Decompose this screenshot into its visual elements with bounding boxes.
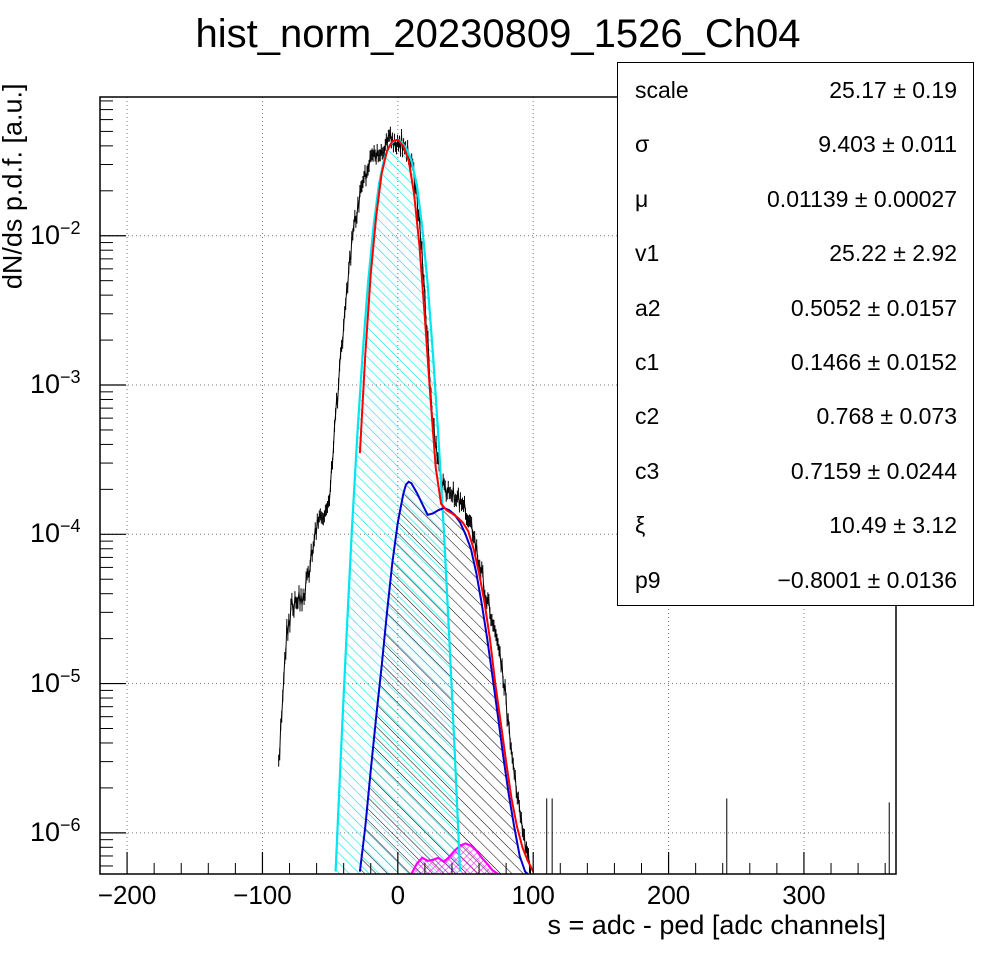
stat-name: c2 — [635, 403, 660, 430]
stat-row: σ 9.403 ± 0.011 — [618, 117, 973, 171]
stat-value: 0.768 ± 0.073 — [816, 403, 957, 430]
stat-value: 0.5052 ± 0.0157 — [790, 294, 957, 321]
x-tick-label: 200 — [646, 880, 691, 910]
stat-row: a2 0.5052 ± 0.0157 — [618, 281, 973, 335]
chart-title: hist_norm_20230809_1526_Ch04 — [195, 12, 801, 56]
stat-name: v1 — [635, 240, 660, 267]
y-tick-label: 10−5 — [30, 665, 81, 698]
stat-name: p9 — [635, 566, 661, 593]
stat-value: −0.8001 ± 0.0136 — [777, 566, 957, 593]
y-axis-title: dN/ds p.d.f. [a.u.] — [0, 83, 28, 290]
stat-name: a2 — [635, 294, 661, 321]
x-tick-label: 300 — [782, 880, 826, 910]
stat-name: ξ — [635, 512, 646, 539]
signal-curve — [358, 480, 529, 874]
stat-row: p9 −0.8001 ± 0.0136 — [618, 553, 973, 607]
y-tick-label: 10−6 — [30, 814, 81, 847]
stat-value: 10.49 ± 3.12 — [829, 512, 957, 539]
x-tick-label: −200 — [97, 880, 157, 910]
component-fills — [335, 139, 528, 874]
y-tick-label: 10−3 — [30, 367, 81, 399]
y-tick-label: 10−2 — [30, 217, 81, 250]
stat-value: 25.22 ± 2.92 — [829, 240, 957, 267]
stat-row: c1 0.1466 ± 0.0152 — [618, 335, 973, 389]
x-tick-label: −100 — [233, 880, 292, 910]
x-tick-label: 100 — [511, 880, 555, 910]
histogram — [278, 126, 890, 874]
stat-row: ξ 10.49 ± 3.12 — [618, 498, 973, 552]
x-axis-title: s = adc - ped [adc channels] — [547, 910, 886, 940]
stat-row: μ 0.01139 ± 0.00027 — [618, 172, 973, 226]
fit-curves — [334, 138, 535, 874]
stat-value: 9.403 ± 0.011 — [818, 131, 957, 158]
stat-row: v1 25.22 ± 2.92 — [618, 226, 973, 280]
stat-value: 0.01139 ± 0.00027 — [767, 185, 957, 212]
stat-name: σ — [635, 131, 650, 158]
stat-row: c3 0.7159 ± 0.0244 — [618, 444, 973, 498]
stat-value: 25.17 ± 0.19 — [829, 77, 957, 103]
x-tick-label: 0 — [390, 880, 406, 910]
stat-row: scale 25.17 ± 0.19 — [618, 63, 973, 117]
total-fit-curve — [358, 138, 535, 873]
stat-value: 0.7159 ± 0.0244 — [790, 457, 957, 484]
secondary-curve — [410, 842, 499, 874]
stat-name: scale — [635, 77, 689, 103]
stat-row: c2 0.768 ± 0.073 — [618, 389, 973, 443]
stat-name: c1 — [635, 349, 660, 375]
axis-ticks — [99, 100, 886, 874]
stat-name: μ — [635, 185, 649, 212]
stat-name: c3 — [635, 457, 660, 484]
stat-value: 0.1466 ± 0.0152 — [790, 349, 957, 375]
y-tick-label: 10−4 — [30, 516, 81, 549]
fit-stats-box: scale 25.17 ± 0.19 σ 9.403 ± 0.011 μ 0.01139 … — [617, 62, 974, 606]
